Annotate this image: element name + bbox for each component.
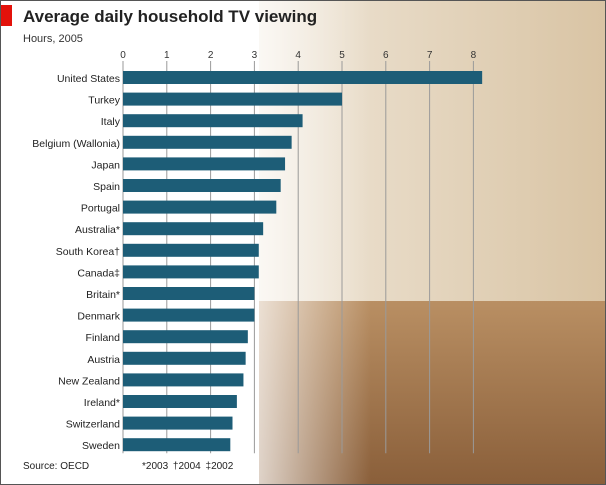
category-label: Canada‡ (77, 267, 120, 279)
category-label: Portugal (81, 203, 120, 215)
category-label: United States (57, 73, 120, 85)
footnote-legend: *2003 †2004 ‡2002 (142, 461, 234, 472)
bar (123, 287, 255, 300)
bar (123, 265, 259, 279)
bar (123, 243, 259, 257)
category-label: Italy (101, 116, 121, 128)
category-label: Denmark (77, 311, 120, 323)
bar (123, 92, 342, 106)
bar (123, 114, 303, 128)
category-label: Austria (87, 354, 120, 366)
category-label: Ireland* (84, 397, 120, 409)
category-label: Turkey (88, 95, 120, 107)
bar (123, 200, 277, 214)
x-tick-label: 6 (383, 50, 389, 61)
brand-accent-tab (1, 5, 12, 26)
bar (123, 179, 281, 192)
bar (123, 416, 233, 430)
x-tick-label: 5 (339, 50, 345, 61)
x-tick-label: 1 (164, 50, 170, 61)
x-tick-label: 2 (208, 50, 214, 61)
category-label: Spain (93, 181, 120, 193)
x-tick-label: 8 (471, 50, 477, 61)
bar (123, 395, 237, 408)
bar (123, 222, 264, 236)
category-label: Finland (86, 332, 121, 344)
category-label: South Korea† (56, 246, 120, 258)
category-label: Australia* (75, 224, 120, 236)
category-label: Belgium (Wallonia) (32, 138, 120, 150)
chart-title: Average daily household TV viewing (23, 7, 318, 26)
bar (123, 157, 286, 171)
x-tick-label: 4 (295, 50, 301, 61)
category-label: Japan (91, 159, 120, 171)
category-label: Switzerland (66, 419, 120, 431)
x-tick-label: 7 (427, 50, 433, 61)
category-label: Britain* (86, 289, 120, 301)
bar (123, 351, 246, 365)
category-label: Sweden (82, 440, 120, 452)
category-label: New Zealand (58, 375, 120, 387)
x-tick-label: 3 (252, 50, 258, 61)
bar (123, 308, 255, 322)
bar (123, 373, 244, 387)
bar (123, 71, 483, 84)
chart-subtitle: Hours, 2005 (23, 33, 83, 45)
bar (123, 438, 231, 452)
bar (123, 330, 248, 344)
x-tick-label: 0 (120, 50, 126, 61)
source-note: Source: OECD (23, 461, 90, 472)
bar (123, 135, 292, 149)
